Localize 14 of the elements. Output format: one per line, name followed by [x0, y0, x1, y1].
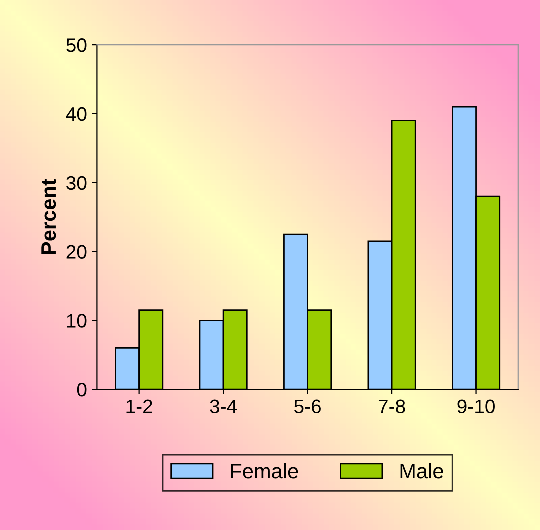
x-tick-label: 5-6 [294, 400, 321, 414]
x-tick-label: 3-4 [210, 400, 238, 414]
x-tick-label: 1-2 [126, 400, 152, 414]
x-tick-label: 9-10 [458, 400, 495, 414]
y-axis-title: Percent [42, 179, 56, 254]
y-tick-label: 40 [66, 107, 87, 122]
y-tick-label: 10 [67, 314, 87, 328]
legend-label: Female [231, 463, 298, 479]
y-tick-label: 0 [77, 383, 87, 397]
x-tick-label: 7-8 [378, 400, 406, 414]
y-tick-label: 20 [66, 245, 87, 259]
y-tick-label: 30 [66, 176, 87, 190]
y-tick-label: 50 [66, 38, 87, 52]
legend-label: Male [400, 463, 444, 479]
